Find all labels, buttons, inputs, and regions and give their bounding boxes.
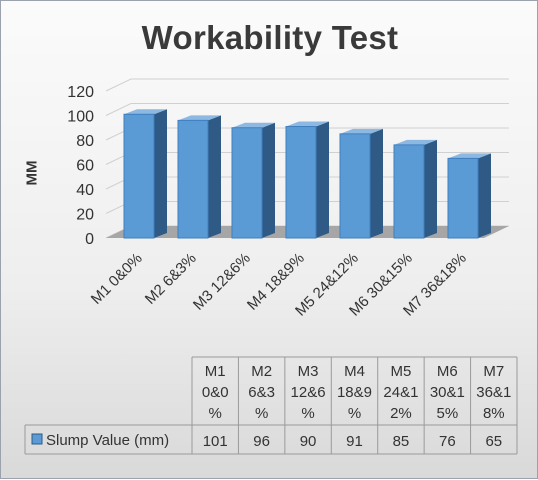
table-value-cell: 101: [203, 433, 228, 450]
x-tick-label: M3 12&6%: [190, 250, 254, 314]
bar-top: [340, 128, 383, 134]
table-value-cell: 85: [393, 433, 410, 450]
bar-front: [123, 113, 155, 239]
bar-top: [232, 122, 275, 128]
bar-front: [285, 126, 317, 239]
table-header-cell: 6&3: [248, 384, 275, 401]
table-header-cell: M3: [298, 363, 319, 380]
bar: [393, 139, 437, 239]
table-header-cell: %: [209, 405, 222, 422]
y-tick-label: 60: [76, 158, 94, 175]
table-value-cell: 91: [346, 433, 363, 450]
bar-side: [424, 139, 437, 238]
y-tick-label: 20: [76, 207, 94, 224]
bar-side: [208, 115, 221, 238]
table-value-cell: 65: [485, 433, 502, 450]
table-header-cell: 2%: [390, 405, 412, 422]
bar-front: [177, 119, 209, 239]
x-tick-label: M1 0&0%: [88, 250, 146, 308]
bar-top: [448, 153, 491, 159]
bar-top: [124, 109, 167, 115]
bar: [447, 153, 491, 239]
bar-side: [262, 122, 275, 238]
y-tick-label: 100: [67, 109, 94, 126]
table-header-cell: %: [348, 405, 361, 422]
table-header-cell: 0&0: [202, 384, 229, 401]
y-tick-label: 120: [67, 84, 94, 101]
bar-top: [178, 115, 221, 121]
table-header-cell: M6: [437, 363, 458, 380]
table-value-cell: 96: [253, 433, 270, 450]
table-header-cell: 12&6: [291, 384, 326, 401]
y-tick-label: 80: [76, 133, 94, 150]
gridline: [105, 103, 509, 116]
bar-side: [316, 121, 329, 238]
bar: [177, 115, 221, 239]
bar-side: [478, 153, 491, 238]
table-header-cell: M2: [251, 363, 272, 380]
bar-front: [447, 157, 479, 239]
table-header-cell: 30&1: [430, 384, 465, 401]
legend-key: [31, 433, 43, 445]
table-header-cell: 24&1: [383, 384, 418, 401]
bar-front: [393, 144, 425, 239]
table-header-cell: M4: [344, 363, 365, 380]
bar-top: [286, 121, 329, 127]
table-header-cell: 5%: [437, 405, 459, 422]
table-header-cell: 8%: [483, 405, 505, 422]
bar-side: [154, 109, 167, 239]
bar: [123, 109, 167, 239]
table-header-cell: 18&9: [337, 384, 372, 401]
bar-front: [339, 133, 371, 239]
bar-top: [394, 139, 437, 145]
table-header-cell: %: [255, 405, 268, 422]
table-header-cell: M5: [391, 363, 412, 380]
series-name: Slump Value (mm): [46, 432, 169, 449]
y-tick-label: 0: [85, 231, 94, 248]
gridline: [105, 78, 509, 92]
chart-title: Workability Test: [141, 19, 399, 56]
y-tick-label: 40: [76, 182, 94, 199]
table-value-cell: 76: [439, 433, 456, 450]
bar-side: [370, 128, 383, 238]
table-header-cell: M7: [483, 363, 504, 380]
bar: [231, 122, 275, 239]
data-table: M1 0&0% M2 6&3% M3 12&6% M4 18&9% M5 24&1 2% M6 30&1…: [24, 356, 518, 455]
table-value-cell: 90: [300, 433, 317, 450]
table-header-cell: %: [301, 405, 314, 422]
table-header-cell: 36&1: [476, 384, 511, 401]
table-header-cell: M1: [205, 363, 226, 380]
bar: [339, 128, 383, 239]
bar: [285, 121, 329, 239]
bar-front: [231, 127, 263, 239]
